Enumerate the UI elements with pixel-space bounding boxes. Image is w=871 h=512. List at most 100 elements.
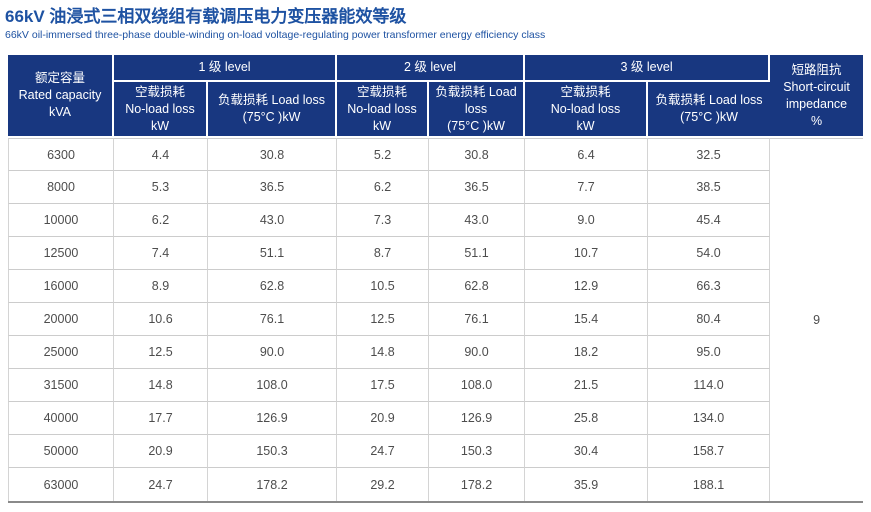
loss-value-cell: 18.2 bbox=[525, 336, 649, 370]
loss-value-cell: 178.2 bbox=[208, 468, 338, 502]
loss-value-cell: 7.7 bbox=[525, 171, 649, 205]
loss-value-cell: 36.5 bbox=[429, 171, 526, 205]
rated-capacity-cell: 6300 bbox=[8, 138, 114, 172]
table-row: 40000 17.7 126.9 20.9 126.9 25.8 134.0 bbox=[8, 402, 863, 436]
rated-capacity-cell: 50000 bbox=[8, 435, 114, 469]
loss-value-cell: 51.1 bbox=[208, 237, 338, 271]
short-circuit-impedance-cell: 9 bbox=[770, 138, 864, 502]
loss-value-cell: 126.9 bbox=[429, 402, 526, 436]
loss-value-cell: 8.7 bbox=[337, 237, 430, 271]
loss-value-cell: 62.8 bbox=[208, 270, 338, 304]
page-subtitle: 66kV oil-immersed three-phase double-win… bbox=[5, 29, 546, 42]
rated-capacity-cell: 8000 bbox=[8, 171, 114, 205]
table-header: 额定容量 Rated capacity kVA 1 级 level 2 级 le… bbox=[8, 54, 864, 139]
table-row: 50000 20.9 150.3 24.7 150.3 30.4 158.7 bbox=[8, 435, 863, 469]
loss-value-cell: 12.5 bbox=[337, 303, 430, 337]
loss-value-cell: 7.3 bbox=[337, 204, 430, 238]
loss-value-cell: 134.0 bbox=[648, 402, 771, 436]
col-header-level3-no-load-loss: 空载损耗 No-load loss kW bbox=[525, 81, 649, 139]
loss-value-cell: 9.0 bbox=[525, 204, 649, 238]
table-row: 20000 10.6 76.1 12.5 76.1 15.4 80.4 bbox=[8, 303, 863, 337]
loss-value-cell: 14.8 bbox=[114, 369, 208, 403]
col-header-level-3: 3 级 level bbox=[525, 54, 771, 82]
loss-value-cell: 14.8 bbox=[337, 336, 430, 370]
table-row: 10000 6.2 43.0 7.3 43.0 9.0 45.4 bbox=[8, 204, 863, 238]
loss-value-cell: 30.8 bbox=[429, 138, 526, 172]
table-body: 6300 4.4 30.8 5.2 30.8 6.4 32.5 9 8000 5.3 36.5 6.2… bbox=[8, 138, 864, 502]
loss-value-cell: 35.9 bbox=[525, 468, 649, 502]
table-row: 12500 7.4 51.1 8.7 51.1 10.7 54.0 bbox=[8, 237, 863, 271]
loss-value-cell: 6.2 bbox=[114, 204, 208, 238]
col-header-level1-no-load-loss: 空载损耗 No-load loss kW bbox=[114, 81, 208, 139]
loss-value-cell: 30.4 bbox=[525, 435, 649, 469]
rated-capacity-cell: 63000 bbox=[8, 468, 114, 502]
loss-value-cell: 8.9 bbox=[114, 270, 208, 304]
loss-value-cell: 43.0 bbox=[429, 204, 526, 238]
table-row: 63000 24.7 178.2 29.2 178.2 35.9 188.1 bbox=[8, 468, 863, 502]
loss-value-cell: 150.3 bbox=[208, 435, 338, 469]
table-row: 31500 14.8 108.0 17.5 108.0 21.5 114.0 bbox=[8, 369, 863, 403]
loss-value-cell: 188.1 bbox=[648, 468, 771, 502]
loss-value-cell: 30.8 bbox=[208, 138, 338, 172]
loss-value-cell: 6.2 bbox=[337, 171, 430, 205]
page-title: 66kV 油浸式三相双绕组有载调压电力变压器能效等级 bbox=[5, 7, 407, 26]
rated-capacity-cell: 12500 bbox=[8, 237, 114, 271]
loss-value-cell: 43.0 bbox=[208, 204, 338, 238]
loss-value-cell: 158.7 bbox=[648, 435, 771, 469]
loss-value-cell: 29.2 bbox=[337, 468, 430, 502]
loss-value-cell: 17.5 bbox=[337, 369, 430, 403]
loss-value-cell: 114.0 bbox=[648, 369, 771, 403]
table-row: 6300 4.4 30.8 5.2 30.8 6.4 32.5 9 bbox=[8, 138, 864, 502]
loss-value-cell: 20.9 bbox=[114, 435, 208, 469]
loss-value-cell: 32.5 bbox=[648, 138, 771, 172]
loss-value-cell: 178.2 bbox=[429, 468, 526, 502]
loss-value-cell: 76.1 bbox=[429, 303, 526, 337]
rated-capacity-cell: 40000 bbox=[8, 402, 114, 436]
loss-value-cell: 5.2 bbox=[337, 138, 430, 172]
loss-value-cell: 80.4 bbox=[648, 303, 771, 337]
loss-value-cell: 4.4 bbox=[114, 138, 208, 172]
loss-value-cell: 90.0 bbox=[208, 336, 338, 370]
col-header-level-2: 2 级 level bbox=[337, 54, 526, 82]
rated-capacity-cell: 25000 bbox=[8, 336, 114, 370]
rated-capacity-cell: 31500 bbox=[8, 369, 114, 403]
header-row-subcolumns: 空载损耗 No-load loss kW 负载损耗 Load loss (75°… bbox=[8, 81, 863, 139]
col-header-rated-capacity: 额定容量 Rated capacity kVA bbox=[8, 54, 114, 139]
rated-capacity-cell: 10000 bbox=[8, 204, 114, 238]
loss-value-cell: 7.4 bbox=[114, 237, 208, 271]
loss-value-cell: 66.3 bbox=[648, 270, 771, 304]
loss-value-cell: 126.9 bbox=[208, 402, 338, 436]
loss-value-cell: 54.0 bbox=[648, 237, 771, 271]
table-row: 8000 5.3 36.5 6.2 36.5 7.7 38.5 bbox=[8, 171, 863, 205]
loss-value-cell: 45.4 bbox=[648, 204, 771, 238]
loss-value-cell: 10.6 bbox=[114, 303, 208, 337]
rated-capacity-cell: 16000 bbox=[8, 270, 114, 304]
loss-value-cell: 10.7 bbox=[525, 237, 649, 271]
efficiency-table: 额定容量 Rated capacity kVA 1 级 level 2 级 le… bbox=[8, 54, 864, 504]
loss-value-cell: 90.0 bbox=[429, 336, 526, 370]
loss-value-cell: 5.3 bbox=[114, 171, 208, 205]
loss-value-cell: 150.3 bbox=[429, 435, 526, 469]
loss-value-cell: 108.0 bbox=[208, 369, 338, 403]
loss-value-cell: 21.5 bbox=[525, 369, 649, 403]
col-header-level-1: 1 级 level bbox=[114, 54, 338, 82]
table-row: 25000 12.5 90.0 14.8 90.0 18.2 95.0 bbox=[8, 336, 863, 370]
rated-capacity-cell: 20000 bbox=[8, 303, 114, 337]
loss-value-cell: 10.5 bbox=[337, 270, 430, 304]
loss-value-cell: 51.1 bbox=[429, 237, 526, 271]
loss-value-cell: 12.9 bbox=[525, 270, 649, 304]
col-header-level2-load-loss: 负载损耗 Load loss (75°C )kW bbox=[429, 81, 526, 139]
header-row-groups: 额定容量 Rated capacity kVA 1 级 level 2 级 le… bbox=[8, 54, 864, 139]
loss-value-cell: 20.9 bbox=[337, 402, 430, 436]
loss-value-cell: 108.0 bbox=[429, 369, 526, 403]
col-header-level3-load-loss: 负载损耗 Load loss (75°C )kW bbox=[648, 81, 771, 139]
loss-value-cell: 76.1 bbox=[208, 303, 338, 337]
col-header-level1-load-loss: 负载损耗 Load loss (75°C )kW bbox=[208, 81, 338, 139]
loss-value-cell: 12.5 bbox=[114, 336, 208, 370]
loss-value-cell: 24.7 bbox=[114, 468, 208, 502]
loss-value-cell: 36.5 bbox=[208, 171, 338, 205]
table-row: 16000 8.9 62.8 10.5 62.8 12.9 66.3 bbox=[8, 270, 863, 304]
col-header-level2-no-load-loss: 空载损耗 No-load loss kW bbox=[337, 81, 430, 139]
loss-value-cell: 17.7 bbox=[114, 402, 208, 436]
